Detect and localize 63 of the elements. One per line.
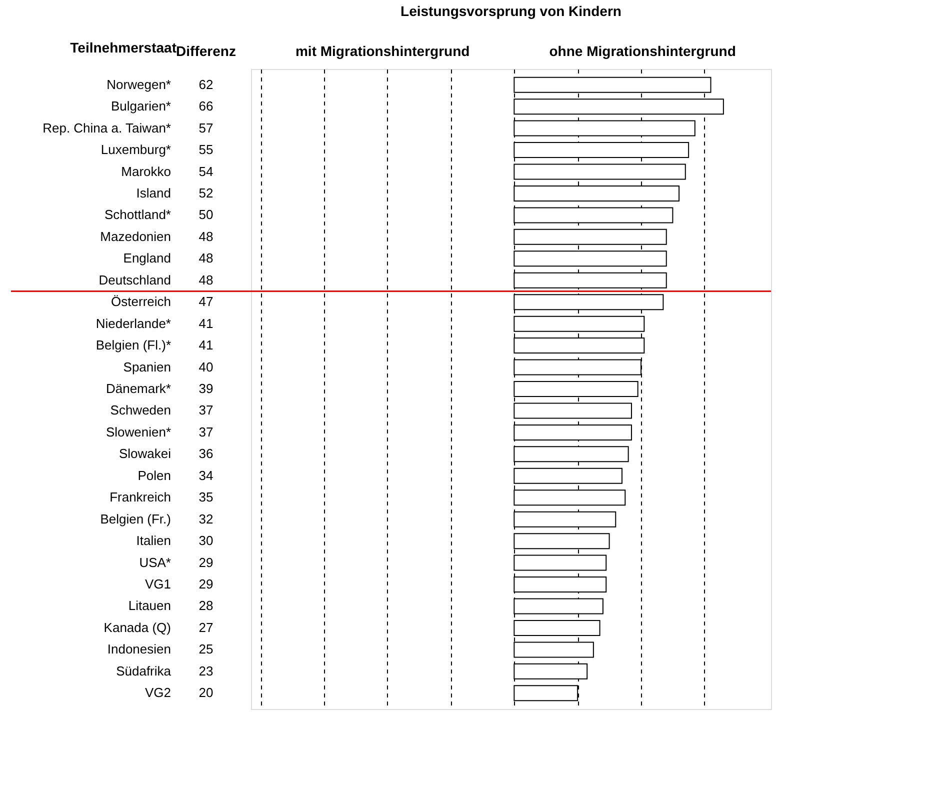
data-label: 37 [198, 424, 214, 440]
y-tick-label: Dänemark* [106, 381, 171, 396]
y-tick-label: Italien [136, 533, 171, 548]
data-label: 37 [198, 402, 214, 418]
y-tick-label: Norwegen* [106, 76, 171, 92]
y-tick-label: Südafrika [116, 663, 172, 678]
y-tick-label: Belgien (Fl.)* [96, 338, 171, 353]
data-label: 25 [198, 642, 214, 657]
data-label: 36 [198, 446, 214, 462]
y-tick-label: Slowakei [118, 446, 172, 462]
y-tick-label: Island [136, 185, 171, 200]
data-label: 41 [198, 316, 214, 331]
data-label: 39 [198, 381, 214, 396]
y-tick-label: Bulgarien* [111, 98, 171, 114]
y-tick-label: Niederlande* [96, 316, 171, 331]
data-label: 20 [198, 685, 214, 700]
y-tick-label: Schottland* [104, 207, 171, 222]
y-tick-label: VG1 [144, 576, 171, 592]
data-label: 29 [198, 576, 214, 592]
y-tick-label: Österreich [111, 294, 171, 310]
y-tick-label: Rep. China a. Taiwan* [42, 120, 171, 136]
data-label: 34 [198, 468, 214, 483]
text: ohne Migrationshintergrund [549, 43, 736, 59]
data-label: 29 [198, 554, 214, 570]
data-label: 47 [198, 294, 214, 310]
y-tick-label: Schweden [110, 402, 171, 418]
y-tick-label: Kanada (Q) [104, 620, 171, 635]
y-tick-label: Slowenien* [106, 424, 171, 440]
data-label: 32 [198, 511, 214, 526]
data-label: 41 [198, 338, 214, 353]
data-label: 40 [198, 359, 214, 374]
y-tick-label: Indonesien [107, 642, 171, 657]
y-tick-label: Spanien [123, 359, 171, 374]
chart-title: Leistungsvorsprung von Kindern [400, 3, 622, 19]
data-label: 66 [198, 98, 214, 114]
y-tick-label: Polen [138, 468, 171, 483]
data-label: 54 [198, 164, 214, 179]
data-label: 62 [198, 76, 214, 92]
y-tick-label: Deutschland [98, 272, 171, 288]
data-label: 48 [198, 250, 214, 266]
y-tick-label: Litauen [128, 598, 171, 614]
data-label: 28 [198, 598, 214, 614]
y-tick-label: Belgien (Fr.) [100, 511, 171, 526]
data-label: 30 [198, 533, 214, 548]
y-tick-label: Marokko [121, 164, 171, 179]
data-label: 50 [198, 207, 214, 222]
y-tick-label: Luxemburg* [100, 142, 171, 158]
data-label: 48 [198, 228, 214, 244]
data-label: 57 [198, 120, 214, 136]
y-axis-title: Teilnehmerstaat [70, 40, 177, 56]
y-tick-label: VG2 [144, 685, 171, 700]
y-tick-label: England [123, 250, 171, 266]
text: mit Migrationshintergrund [295, 43, 470, 59]
data-label: 52 [198, 185, 214, 200]
data-label: 27 [198, 620, 214, 635]
y-tick-label: USA* [139, 554, 171, 570]
y-tick-label: Frankreich [110, 490, 171, 505]
data-label: 23 [198, 663, 214, 678]
data-label: 48 [198, 272, 214, 288]
y-tick-label: Mazedonien [100, 228, 171, 244]
text: Differenz [176, 43, 236, 59]
data-label: 35 [198, 490, 214, 505]
data-label: 55 [198, 142, 214, 158]
